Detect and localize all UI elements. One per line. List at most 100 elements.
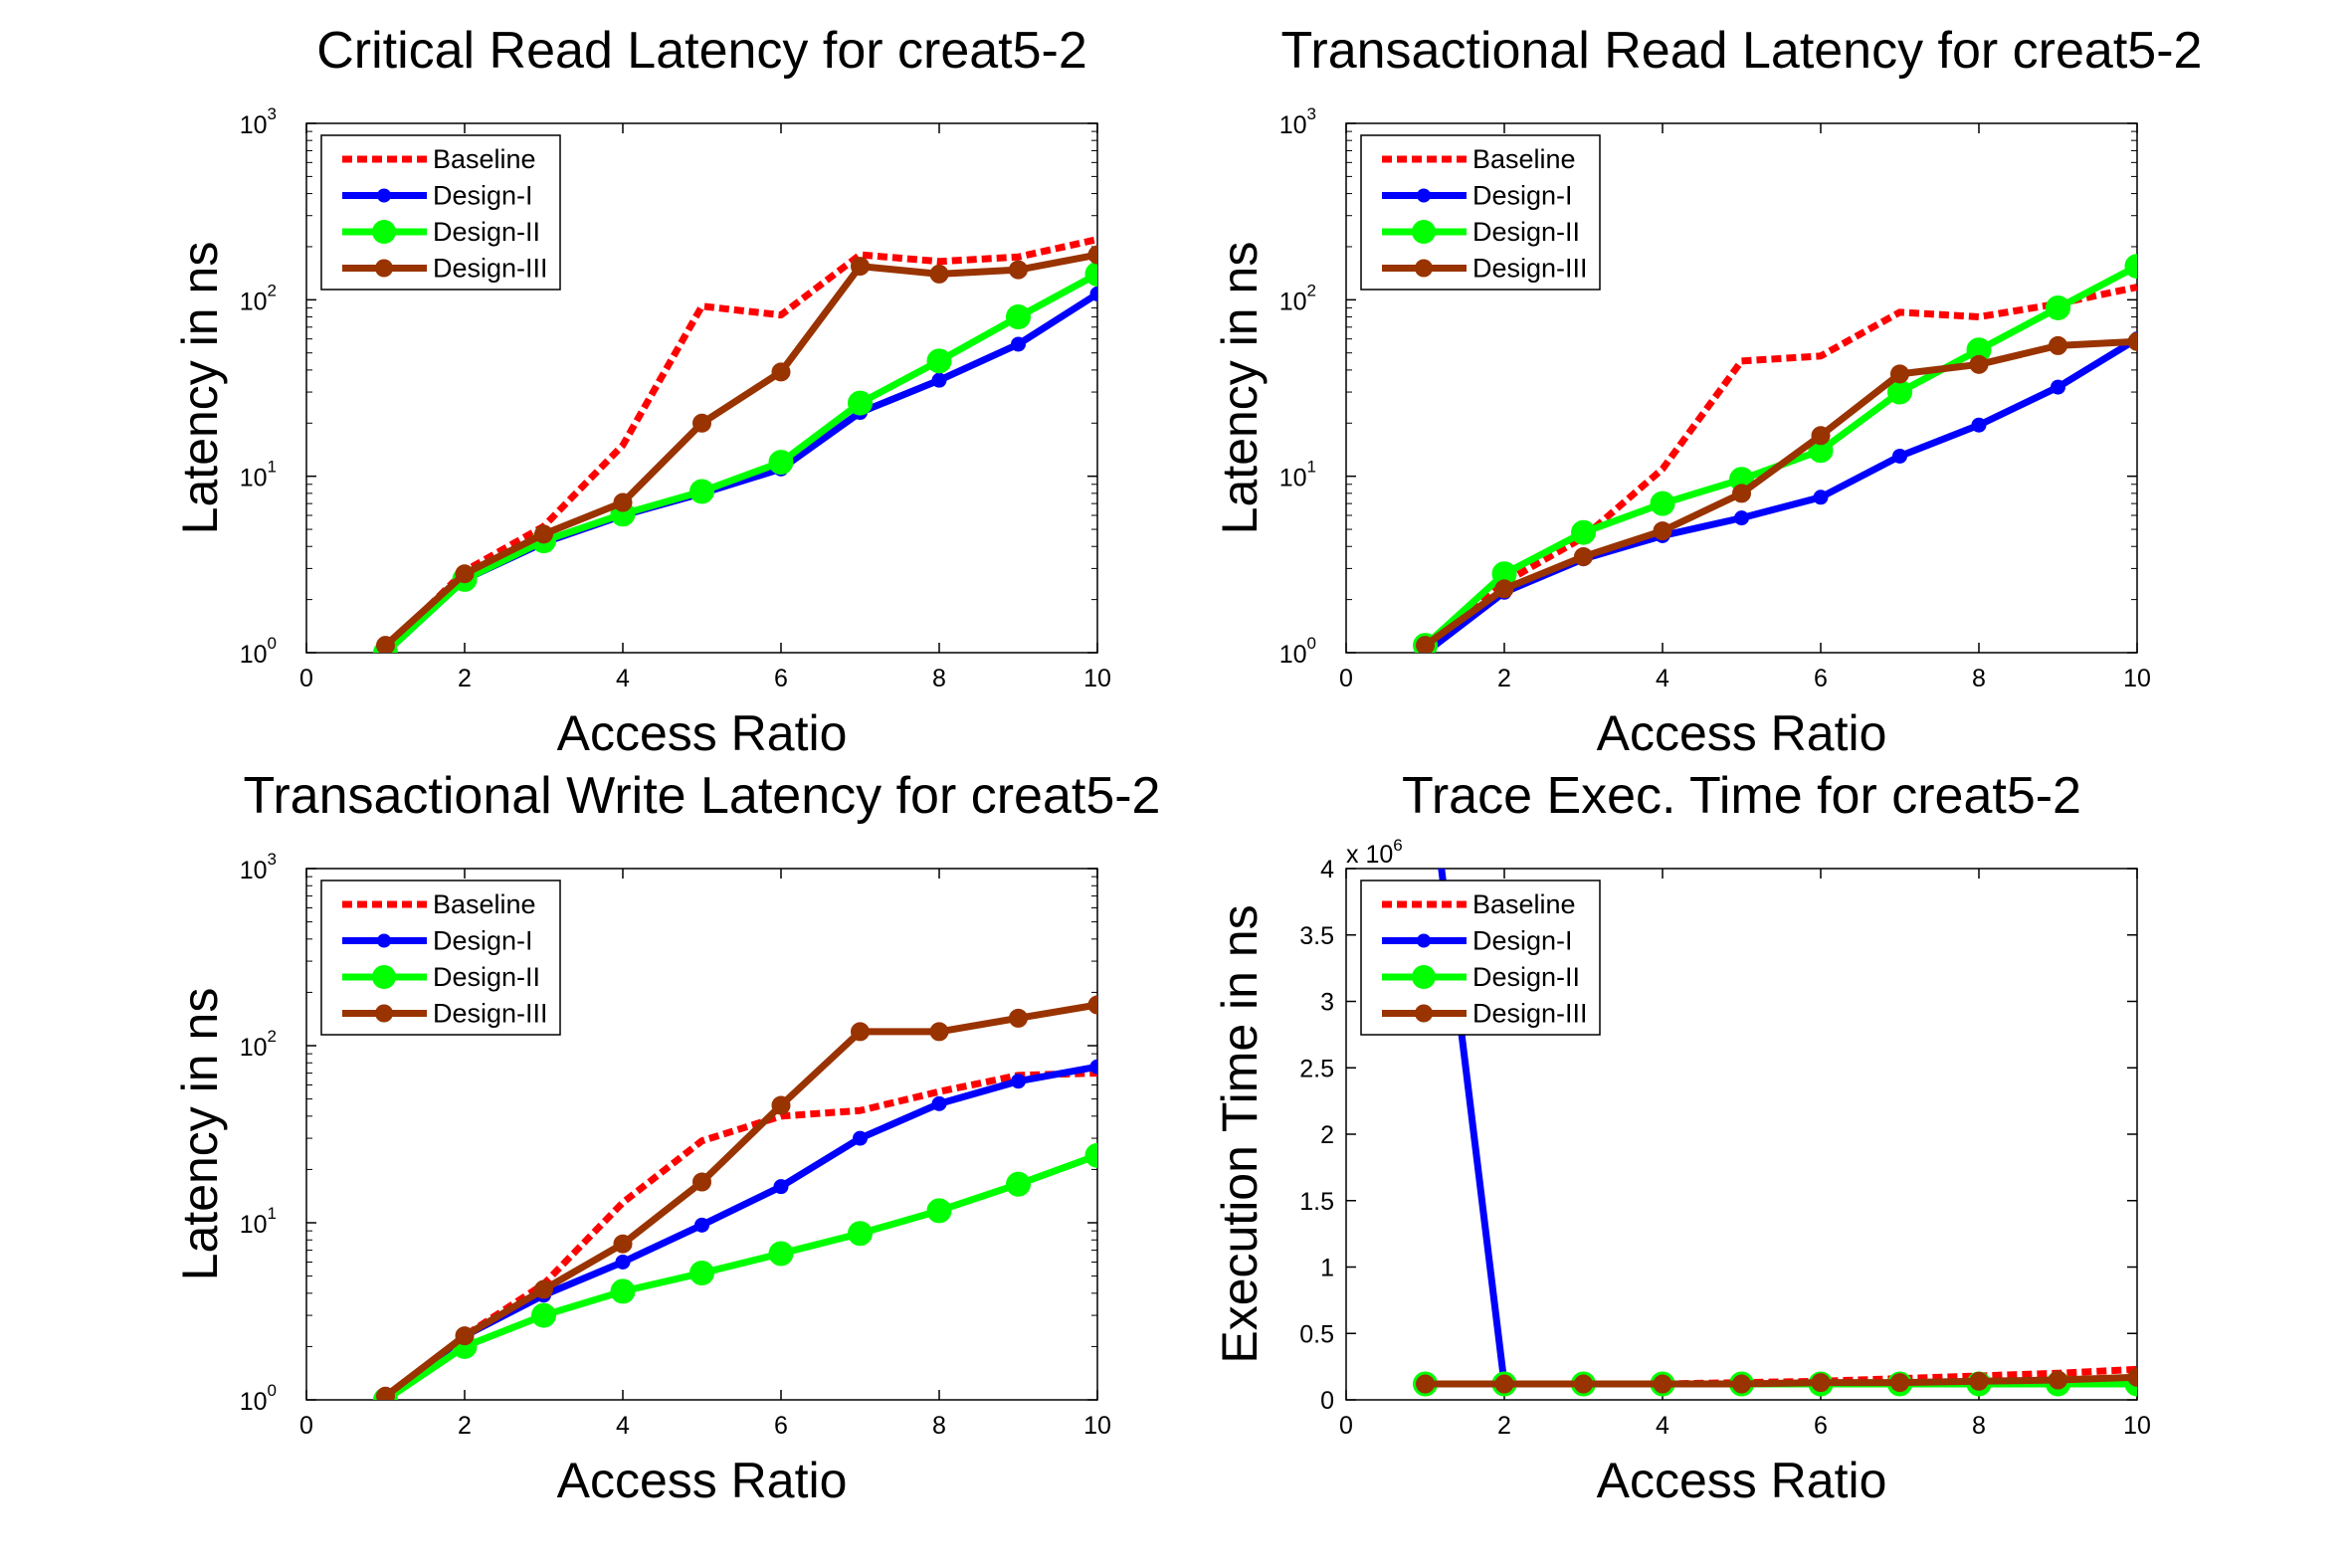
series-line-baseline [383, 1070, 1097, 1400]
data-point [534, 1279, 553, 1299]
y-tick-exponent: 0 [1307, 634, 1316, 653]
data-point [853, 1130, 868, 1146]
y-tick-label: 101 [240, 458, 277, 492]
series-line-design-ii [383, 1152, 1097, 1400]
y-tick-exponent: 2 [1307, 281, 1316, 299]
legend-label: Design-II [1472, 962, 1580, 992]
x-axis-label: Access Ratio [1597, 705, 1887, 761]
data-point [1009, 1008, 1028, 1028]
y-tick-label: 2.5 [1299, 1055, 1334, 1082]
data-point [455, 1326, 475, 1346]
x-tick-label: 4 [616, 1412, 630, 1440]
data-point [531, 1302, 556, 1328]
chart-2: Transactional Read Latency for creat5-2 A… [1212, 22, 2202, 761]
data-point [851, 1022, 870, 1042]
y-tick-base: 10 [240, 1211, 268, 1239]
y-multiplier-exponent: 6 [1393, 836, 1402, 855]
series-design-iii [1416, 1367, 2137, 1394]
y-axis-label: Execution Time in ns [1212, 904, 1268, 1363]
legend-item-design-iii: Design-III [1382, 999, 1588, 1029]
series-group [373, 236, 1097, 653]
data-point [773, 1179, 789, 1195]
data-point [1971, 417, 1987, 433]
series-line-design-iii [383, 1001, 1097, 1400]
legend-item-design-iii: Design-III [342, 999, 548, 1029]
y-tick-label: 100 [240, 1381, 277, 1416]
x-tick-label: 10 [2123, 665, 2151, 692]
x-axis-label: Access Ratio [557, 705, 848, 761]
x-tick-label: 10 [1083, 1412, 1111, 1440]
legend-label: Design-II [1472, 217, 1580, 247]
data-point [1006, 1171, 1031, 1197]
data-point [931, 372, 947, 388]
chart-title: Trace Exec. Time for creat5-2 [1402, 767, 2081, 825]
legend-label: Design-I [433, 181, 533, 211]
legend-item-baseline: Baseline [1382, 144, 1576, 174]
data-point [1416, 636, 1435, 653]
y-tick-exponent: 1 [268, 1204, 277, 1223]
legend-item-design-i: Design-I [342, 926, 533, 956]
x-tick-label: 2 [458, 1412, 472, 1440]
legend-item-design-ii: Design-II [342, 217, 540, 247]
data-point [1653, 521, 1672, 541]
series-baseline [1423, 284, 2137, 652]
data-point [1653, 1374, 1672, 1394]
y-tick-label: 101 [240, 1204, 277, 1239]
chart-title: Critical Read Latency for creat5-2 [316, 22, 1087, 80]
y-tick-exponent: 0 [268, 634, 277, 653]
data-point [1650, 490, 1675, 516]
x-tick-label: 6 [1814, 1412, 1828, 1440]
y-tick-label: 101 [1279, 458, 1316, 492]
data-point [1089, 1059, 1097, 1075]
legend-label: Design-I [433, 926, 533, 956]
y-tick-base: 10 [1279, 288, 1307, 315]
y-tick-base: 10 [240, 288, 268, 315]
x-tick-label: 0 [299, 1412, 313, 1440]
y-tick-base: 10 [240, 641, 268, 669]
y-tick-base: 10 [240, 857, 268, 884]
x-tick-label: 2 [458, 665, 472, 692]
legend-label: Baseline [433, 144, 536, 174]
data-point [1089, 286, 1097, 301]
y-tick-label: 103 [240, 850, 277, 884]
series-baseline [383, 1070, 1097, 1400]
data-point [1494, 1374, 1514, 1394]
series-line-baseline [1423, 284, 2137, 652]
data-point [376, 636, 395, 653]
data-point [1416, 1374, 1435, 1394]
legend-label: Baseline [433, 889, 536, 919]
data-point [1574, 547, 1593, 567]
y-tick-exponent: 2 [268, 1027, 277, 1046]
data-point [929, 264, 949, 284]
y-tick-base: 10 [1279, 641, 1307, 669]
y-axis-label: Latency in ns [1212, 242, 1268, 535]
chart-title: Transactional Write Latency for creat5-2 [244, 767, 1161, 825]
data-point [771, 362, 791, 382]
legend-item-design-i: Design-I [1382, 181, 1573, 211]
y-tick-exponent: 1 [1307, 458, 1316, 477]
x-tick-label: 2 [1497, 665, 1511, 692]
y-tick-label: 100 [1279, 634, 1316, 669]
data-point [613, 1234, 633, 1254]
legend: Baseline Design-I Design-II Design-III [1360, 134, 1601, 291]
y-tick-label: 102 [240, 1027, 277, 1062]
legend-label: Design-III [1472, 999, 1588, 1029]
data-point [2127, 1367, 2137, 1387]
data-point [376, 1386, 395, 1400]
data-point [1087, 245, 1097, 265]
legend-marker [372, 965, 396, 989]
x-tick-label: 4 [1656, 1412, 1669, 1440]
y-tick-exponent: 1 [268, 458, 277, 477]
data-point [1084, 1142, 1097, 1168]
data-point [1732, 484, 1751, 503]
y-tick-label: 4 [1320, 856, 1334, 883]
y-tick-label: 0.5 [1299, 1320, 1334, 1348]
y-tick-exponent: 3 [268, 850, 277, 869]
y-tick-label: 102 [1279, 281, 1316, 315]
data-point [2127, 331, 2137, 351]
series-group [1413, 869, 2137, 1397]
legend-marker [1417, 933, 1431, 948]
data-point [848, 390, 873, 416]
legend-item-design-iii: Design-III [1382, 254, 1588, 284]
x-tick-label: 4 [616, 665, 630, 692]
